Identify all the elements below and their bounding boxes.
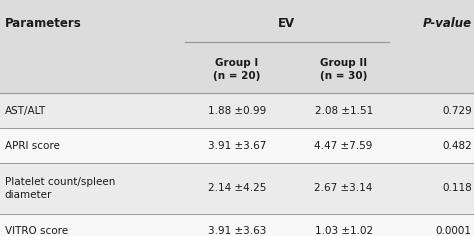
Text: 2.08 ±1.51: 2.08 ±1.51 — [315, 106, 373, 116]
Text: Group I
(n = 20): Group I (n = 20) — [213, 59, 261, 81]
Text: VITRO score: VITRO score — [5, 226, 68, 236]
Bar — [0, 0, 474, 93]
Text: Parameters: Parameters — [5, 17, 82, 30]
Text: 2.67 ±3.14: 2.67 ±3.14 — [314, 183, 373, 194]
Text: 0.118: 0.118 — [442, 183, 472, 194]
Text: 4.47 ±7.59: 4.47 ±7.59 — [314, 141, 373, 151]
Text: AST/ALT: AST/ALT — [5, 106, 46, 116]
Text: P-value: P-value — [422, 17, 472, 30]
Text: 0.729: 0.729 — [442, 106, 472, 116]
Text: 2.14 ±4.25: 2.14 ±4.25 — [208, 183, 266, 194]
Bar — [0, 163, 474, 214]
Text: Group II
(n = 30): Group II (n = 30) — [320, 59, 367, 81]
Text: 0.0001: 0.0001 — [436, 226, 472, 236]
Bar — [0, 128, 474, 163]
Text: 1.03 ±1.02: 1.03 ±1.02 — [315, 226, 373, 236]
Text: EV: EV — [278, 17, 295, 30]
Text: Platelet count/spleen
diameter: Platelet count/spleen diameter — [5, 177, 115, 200]
Text: 3.91 ±3.63: 3.91 ±3.63 — [208, 226, 266, 236]
Text: 0.482: 0.482 — [442, 141, 472, 151]
Text: 3.91 ±3.67: 3.91 ±3.67 — [208, 141, 266, 151]
Text: 1.88 ±0.99: 1.88 ±0.99 — [208, 106, 266, 116]
Text: APRI score: APRI score — [5, 141, 60, 151]
Bar — [0, 214, 474, 236]
Bar — [0, 93, 474, 128]
